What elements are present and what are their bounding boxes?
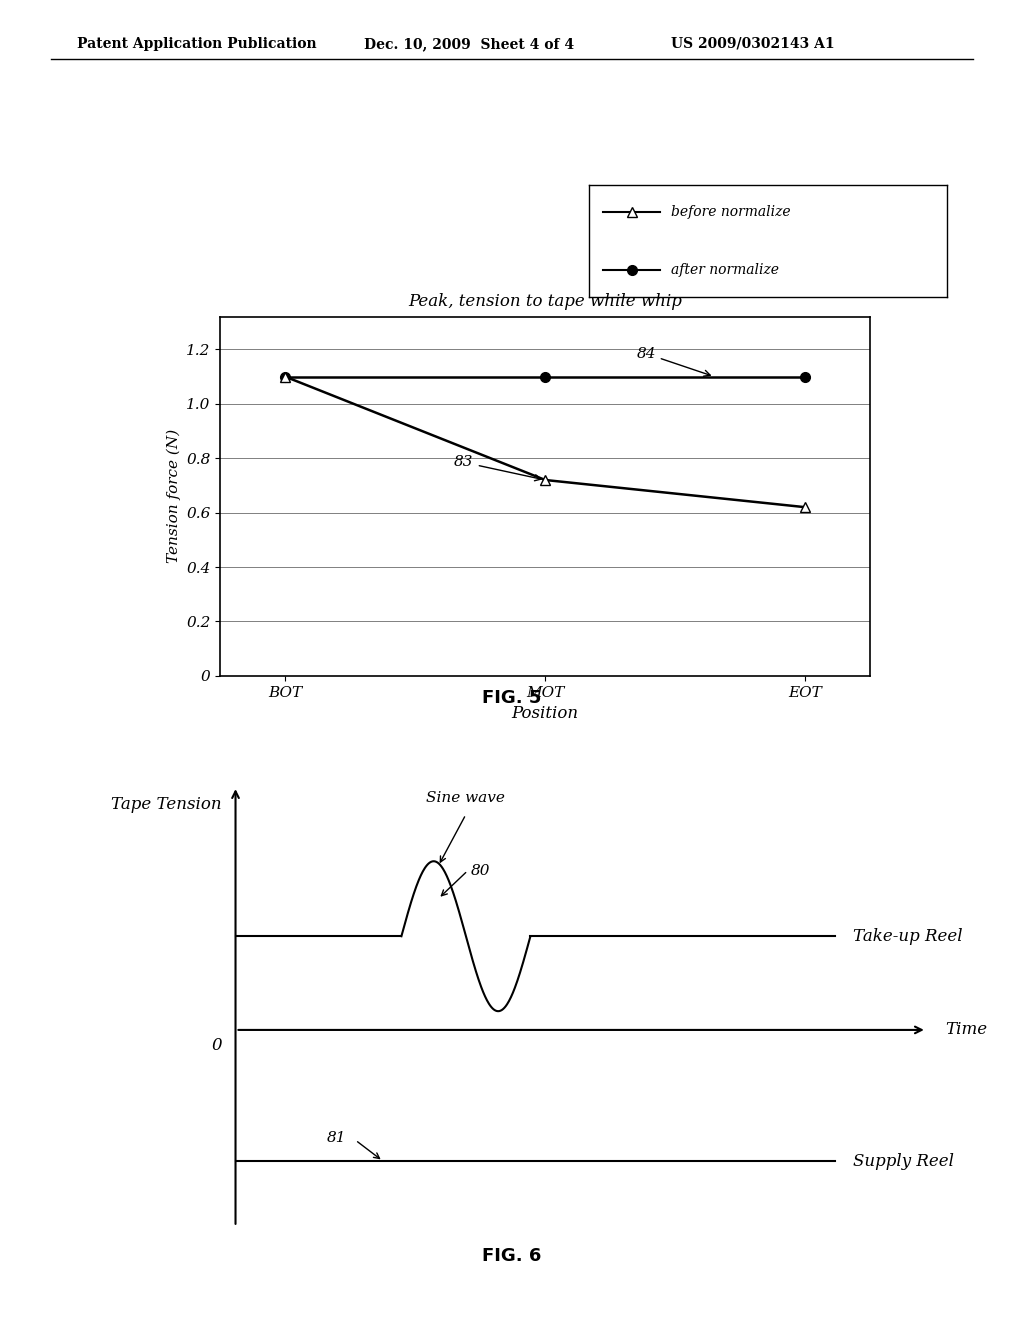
Text: Time: Time	[945, 1022, 987, 1039]
Text: 81: 81	[327, 1131, 346, 1144]
Text: before normalize: before normalize	[672, 205, 791, 219]
Text: 84: 84	[636, 347, 711, 376]
Text: Sine wave: Sine wave	[426, 791, 506, 805]
Y-axis label: Tension force (N): Tension force (N)	[166, 429, 180, 564]
Text: US 2009/0302143 A1: US 2009/0302143 A1	[671, 37, 835, 51]
X-axis label: Position: Position	[512, 705, 579, 722]
Text: 83: 83	[455, 455, 541, 480]
Text: Supply Reel: Supply Reel	[853, 1152, 954, 1170]
Text: FIG. 5: FIG. 5	[482, 689, 542, 708]
Text: after normalize: after normalize	[672, 263, 779, 277]
Text: Patent Application Publication: Patent Application Publication	[77, 37, 316, 51]
Text: Take-up Reel: Take-up Reel	[853, 928, 963, 945]
Text: 0: 0	[211, 1038, 222, 1053]
Text: Dec. 10, 2009  Sheet 4 of 4: Dec. 10, 2009 Sheet 4 of 4	[364, 37, 573, 51]
Text: FIG. 6: FIG. 6	[482, 1247, 542, 1266]
Title: Peak, tension to tape while whip: Peak, tension to tape while whip	[409, 293, 682, 310]
Text: 80: 80	[471, 863, 490, 878]
Text: Tape Tension: Tape Tension	[111, 796, 222, 813]
